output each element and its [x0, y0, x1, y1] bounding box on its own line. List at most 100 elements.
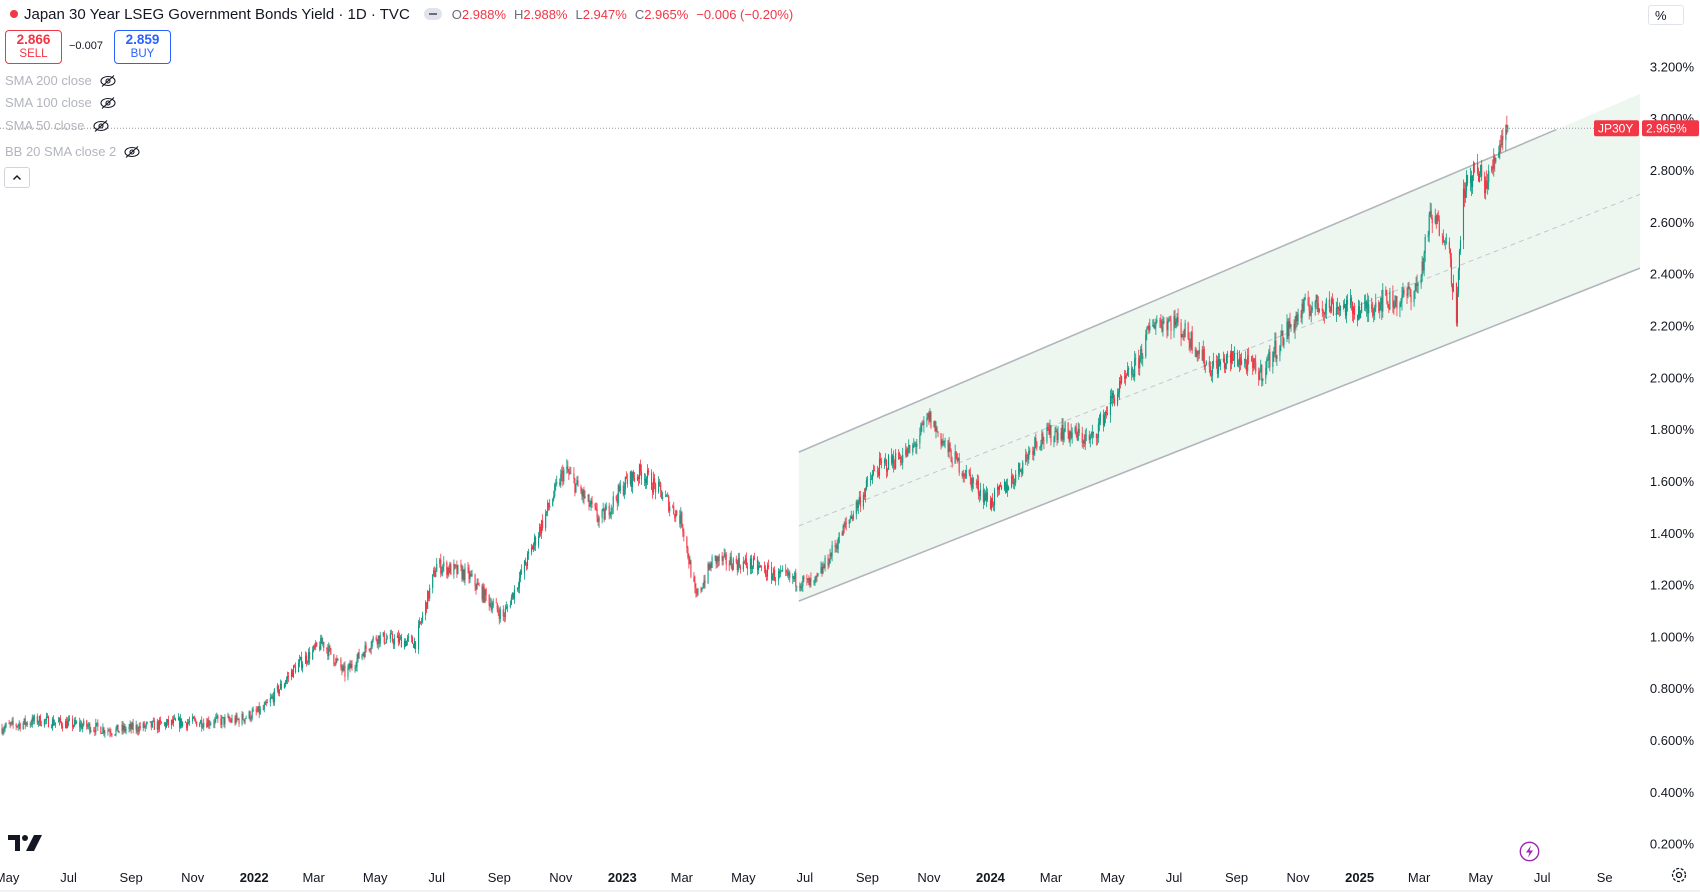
candle-body [83, 720, 85, 726]
candle-body [518, 577, 520, 588]
scale-mode-button[interactable]: % [1648, 5, 1684, 25]
collapse-ohlc-icon[interactable] [423, 8, 442, 20]
candle-body [97, 722, 99, 727]
tradingview-logo-icon[interactable] [8, 834, 42, 852]
candle-body [251, 711, 253, 719]
candle-body [1296, 315, 1298, 322]
candle-body [1247, 355, 1249, 372]
candle-body [869, 479, 871, 481]
candle-body [1194, 350, 1196, 351]
candle-body [137, 731, 139, 733]
candle-body [552, 499, 554, 506]
candle-body [1435, 216, 1437, 224]
candle-body [520, 570, 523, 574]
candle-body [1331, 299, 1333, 303]
candle-body [1409, 288, 1411, 295]
candle-body [320, 637, 322, 650]
candle-body [749, 558, 751, 570]
candle-body [775, 579, 777, 581]
candle-body [1456, 292, 1458, 324]
candle-body [81, 723, 83, 729]
candle-body [983, 493, 985, 503]
candle-body [1021, 469, 1023, 474]
candle-body [1099, 414, 1101, 422]
candle-body [116, 724, 118, 729]
candle-body [333, 654, 335, 664]
candle-body [1055, 430, 1057, 432]
candle-body [446, 562, 448, 576]
indicator-sma200[interactable]: SMA 200 close [5, 73, 116, 88]
candle-body [108, 730, 110, 732]
candle-body [1422, 261, 1424, 271]
indicator-sma50[interactable]: SMA 50 close [5, 118, 109, 133]
candle-body [187, 722, 189, 728]
candle-body [955, 451, 957, 454]
candle-body [149, 721, 151, 723]
candle-body [576, 480, 578, 484]
candle-body [497, 609, 499, 614]
indicator-sma100[interactable]: SMA 100 close [5, 95, 116, 110]
candle-body [1125, 375, 1127, 379]
candle-body [583, 490, 585, 498]
eye-hidden-icon[interactable] [92, 119, 109, 132]
candle-body [1408, 286, 1410, 289]
candle-body [577, 480, 579, 487]
candle-body [1470, 175, 1472, 184]
candle-body [525, 565, 528, 567]
eye-hidden-icon[interactable] [124, 145, 140, 158]
candle-body [1402, 289, 1404, 296]
candle-body [1057, 432, 1059, 441]
candle-body [323, 642, 325, 648]
sell-button[interactable]: 2.866 SELL [5, 30, 62, 64]
candle-body [542, 520, 544, 529]
candle-body [273, 689, 275, 703]
candle-body [787, 572, 789, 576]
candle-body [972, 478, 974, 484]
candle-body [477, 583, 479, 585]
candle-body [658, 481, 660, 493]
lightning-icon[interactable] [1519, 841, 1540, 862]
symbol-title[interactable]: Japan 30 Year LSEG Government Bonds Yiel… [24, 5, 410, 23]
candle-body [151, 721, 153, 728]
candle-body [1029, 450, 1031, 452]
candle-body [1230, 351, 1233, 364]
candle-body [710, 564, 712, 568]
candle-body [1218, 359, 1220, 366]
candle-body [470, 574, 472, 576]
candle-body [682, 526, 684, 532]
buy-button[interactable]: 2.859 BUY [114, 30, 171, 64]
collapse-legend-button[interactable] [4, 167, 30, 188]
candle-body [1338, 309, 1340, 311]
eye-hidden-icon[interactable] [100, 74, 116, 87]
eye-hidden-icon[interactable] [100, 96, 116, 109]
candle-body [1259, 372, 1261, 381]
gear-icon[interactable] [1670, 866, 1688, 884]
indicator-bb[interactable]: BB 20 SMA close 2 [5, 144, 140, 159]
candle-body [863, 494, 865, 497]
candle-body [723, 553, 725, 557]
candle-body [413, 641, 416, 648]
candle-body [556, 481, 558, 484]
candle-body [418, 625, 420, 650]
candle-body [1022, 462, 1024, 474]
candle-body [344, 666, 346, 677]
candle-body [827, 557, 829, 566]
candle-body [214, 719, 216, 725]
candle-body [611, 507, 613, 509]
candle-body [1260, 365, 1262, 373]
candle-body [315, 642, 317, 648]
candle-body [121, 724, 123, 732]
candle-body [1368, 304, 1370, 314]
candle-body [1202, 349, 1204, 361]
candle-body [858, 496, 860, 502]
candle-body [1452, 283, 1454, 292]
candle-body [217, 715, 219, 719]
candle-body [956, 453, 958, 462]
candle-body [828, 563, 830, 566]
candle-body [4, 726, 6, 730]
candle-body [146, 722, 148, 723]
candle-body [758, 565, 761, 567]
candle-body [654, 478, 656, 484]
candle-body [441, 570, 443, 574]
